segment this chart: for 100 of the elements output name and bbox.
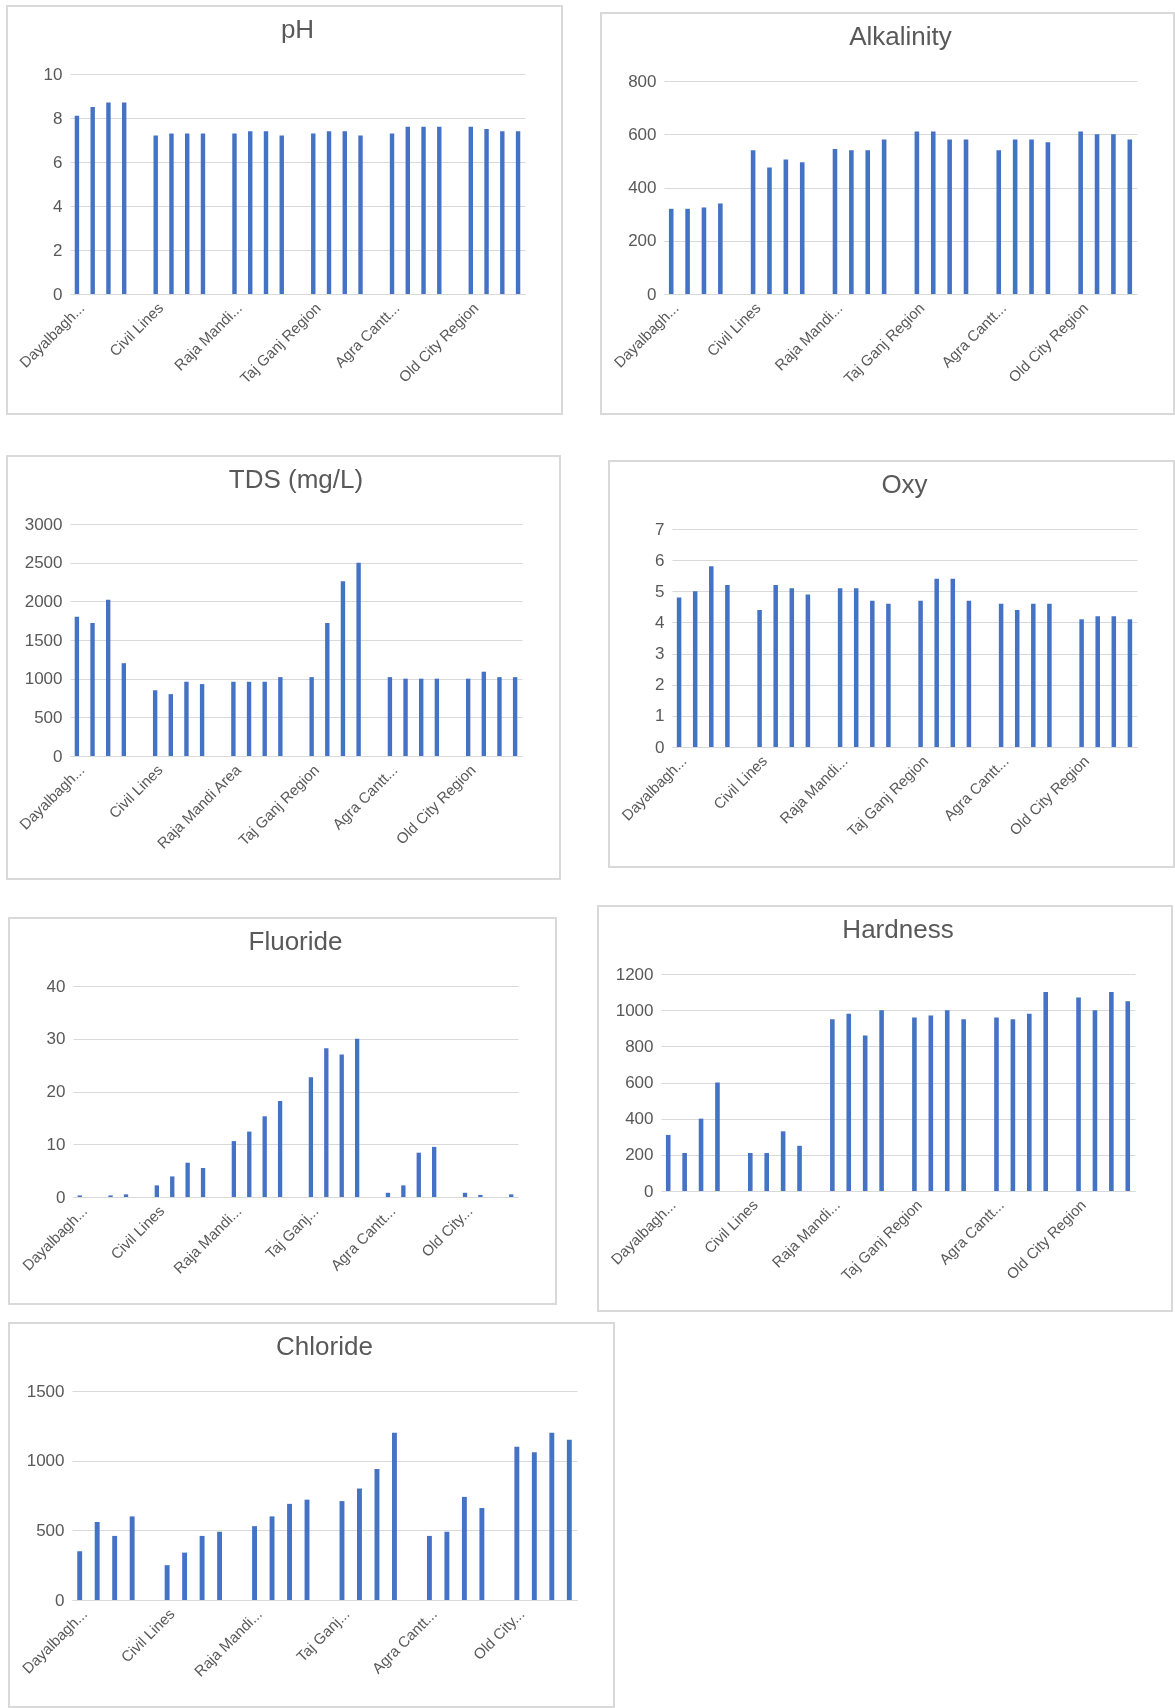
bar — [154, 1185, 159, 1197]
bar — [947, 139, 952, 294]
bar — [715, 1082, 720, 1191]
bar — [996, 150, 1002, 294]
bar — [479, 1508, 485, 1600]
bar — [484, 129, 489, 294]
bar — [682, 1153, 687, 1191]
bar — [444, 1531, 450, 1600]
bar — [231, 681, 236, 756]
bar — [184, 681, 189, 756]
y-tick-label: 0 — [56, 1187, 66, 1207]
y-tick-label: 0 — [647, 284, 657, 304]
bar — [232, 133, 237, 294]
bar — [357, 1488, 362, 1600]
bar — [930, 131, 936, 294]
bar — [263, 131, 269, 294]
y-tick-label: 600 — [625, 1073, 654, 1092]
bar — [1076, 997, 1081, 1191]
bar — [481, 671, 486, 756]
bar — [252, 1526, 257, 1600]
y-tick-label: 0 — [53, 284, 63, 304]
bar — [1125, 1001, 1131, 1191]
y-tick-label: 3 — [655, 644, 665, 664]
bar — [514, 1446, 520, 1600]
bar — [405, 126, 410, 294]
bar — [1043, 992, 1049, 1191]
bar — [515, 131, 521, 294]
bar — [434, 678, 440, 756]
bar — [419, 678, 424, 756]
bar — [94, 1521, 100, 1600]
y-tick-label: 0 — [55, 1590, 65, 1610]
bar — [311, 133, 316, 294]
bar — [1109, 992, 1114, 1191]
bar — [231, 1141, 237, 1197]
bar — [1031, 603, 1036, 747]
y-tick-label: 800 — [628, 71, 657, 91]
chart-title: Oxy — [881, 469, 928, 499]
y-tick-label: 0 — [644, 1181, 654, 1201]
bar — [797, 1145, 802, 1191]
y-tick-label: 600 — [628, 124, 657, 144]
bar — [164, 1565, 170, 1600]
bar — [1027, 1013, 1032, 1191]
bar — [199, 1535, 205, 1600]
bar — [465, 678, 471, 756]
bar — [247, 1131, 252, 1197]
chart-title: Hardness — [842, 914, 954, 944]
bar — [185, 1162, 190, 1197]
bar — [170, 1176, 175, 1197]
y-tick-label: 0 — [655, 737, 665, 757]
bar — [718, 203, 723, 294]
bar — [773, 585, 778, 747]
bar — [461, 1496, 467, 1600]
bar — [277, 1100, 283, 1197]
bar — [426, 1535, 432, 1600]
y-tick-label: 4 — [655, 612, 665, 632]
x-tick-label: Old City... — [469, 1605, 528, 1663]
bar — [248, 131, 253, 294]
bar — [500, 131, 505, 294]
x-tick-label: Old City... — [417, 1202, 476, 1260]
bar — [185, 133, 190, 294]
bar — [994, 1017, 999, 1191]
bar — [325, 622, 330, 756]
bar — [123, 1194, 129, 1197]
bar — [246, 681, 252, 756]
y-tick-label: 1000 — [26, 1451, 65, 1471]
chart-title: Alkalinity — [849, 21, 952, 51]
bar — [169, 133, 174, 294]
bar — [287, 1503, 292, 1600]
bar — [200, 133, 206, 294]
y-tick-label: 1200 — [615, 964, 654, 984]
y-tick-label: 10 — [46, 1134, 66, 1154]
bar — [944, 1010, 950, 1191]
bar — [549, 1432, 555, 1600]
bar — [106, 102, 111, 294]
bar — [308, 1077, 314, 1197]
bar — [199, 684, 205, 756]
bar — [1079, 619, 1084, 747]
bar — [918, 600, 923, 747]
y-tick-label: 1000 — [24, 669, 63, 689]
y-tick-label: 7 — [655, 519, 665, 539]
bar — [77, 1551, 83, 1600]
bar — [262, 681, 267, 756]
bar — [665, 1134, 671, 1191]
bar — [757, 609, 762, 747]
y-tick-label: 6 — [655, 550, 665, 570]
bar — [342, 131, 347, 294]
bar — [200, 1167, 206, 1197]
bar — [497, 677, 502, 756]
y-tick-label: 1500 — [26, 1381, 65, 1401]
bar — [401, 1185, 406, 1197]
y-tick-label: 2000 — [24, 591, 63, 611]
y-tick-label: 0 — [53, 746, 63, 766]
bar — [846, 1013, 852, 1191]
bar — [478, 1194, 483, 1197]
bar — [437, 126, 442, 294]
bar — [879, 1010, 884, 1191]
y-tick-label: 2 — [53, 240, 63, 260]
bar — [153, 135, 158, 294]
bar — [1047, 603, 1052, 747]
bar — [934, 578, 939, 747]
